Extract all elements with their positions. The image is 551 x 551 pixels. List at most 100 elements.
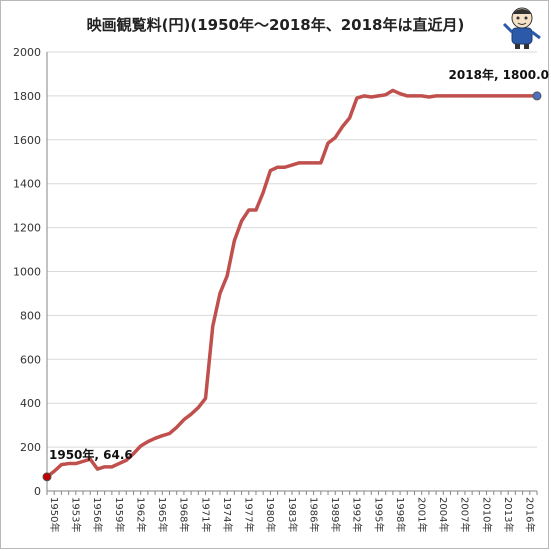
x-tick-label: 1953年 — [70, 497, 83, 532]
data-point — [283, 166, 286, 169]
data-point — [60, 463, 63, 466]
x-tick-label: 1980年 — [264, 497, 277, 532]
x-tick-label: 1989年 — [329, 497, 342, 532]
annotation-label: 1950年, 64.6 — [49, 447, 133, 462]
series-layer — [45, 88, 539, 479]
y-tick-label: 1600 — [13, 134, 41, 147]
data-point — [211, 325, 214, 328]
annotation-label: 2018年, 1800.0 — [449, 67, 549, 82]
data-point — [189, 412, 193, 416]
data-point — [117, 462, 121, 465]
data-point — [103, 465, 106, 469]
y-tick-label: 1400 — [13, 178, 41, 191]
data-point — [506, 94, 510, 98]
y-tick-label: 1800 — [13, 90, 41, 103]
data-point — [514, 94, 517, 98]
data-point — [463, 94, 467, 98]
data-point — [132, 452, 135, 455]
data-point — [197, 406, 200, 409]
x-tick-label: 1974年 — [221, 497, 234, 532]
y-axis-tick-labels: 0 200 400 600 800 1000 1200 1400 1600 1800 2000 — [13, 46, 41, 498]
y-tick-label: 2000 — [13, 46, 41, 59]
annotation-marker — [42, 472, 52, 482]
data-point — [254, 208, 258, 212]
data-point — [485, 94, 488, 98]
y-tick-label: 1200 — [13, 222, 41, 235]
data-point — [420, 94, 423, 98]
data-point — [225, 274, 229, 278]
data-point — [406, 94, 409, 98]
x-tick-label: 1998年 — [394, 497, 407, 532]
data-point — [233, 239, 236, 242]
data-point — [521, 94, 524, 98]
data-point — [449, 94, 452, 98]
x-tick-label: 2001年 — [416, 497, 429, 532]
data-point — [362, 94, 366, 98]
data-point — [470, 94, 474, 98]
data-point — [175, 426, 178, 429]
data-point — [261, 191, 265, 194]
axes — [46, 52, 538, 495]
x-tick-label: 1992年 — [351, 497, 364, 532]
data-point — [146, 440, 150, 443]
data-point — [247, 208, 250, 212]
data-point — [377, 94, 380, 98]
x-tick-label: 2016年 — [524, 497, 537, 532]
data-point — [413, 94, 416, 98]
data-point — [204, 397, 207, 400]
data-point — [456, 94, 459, 98]
x-tick-label: 1983年 — [286, 497, 299, 532]
y-tick-label: 400 — [20, 397, 41, 410]
series-line-0 — [45, 88, 539, 479]
chart-title: 映画観覧料(円)(1950年〜2018年、2018年は直近月) — [86, 16, 465, 34]
data-point — [319, 161, 323, 165]
data-point — [125, 459, 128, 462]
x-tick-label: 1977年 — [243, 497, 256, 532]
y-tick-label: 200 — [20, 441, 41, 454]
x-tick-label: 2007年 — [459, 497, 472, 532]
data-point — [355, 96, 359, 100]
data-point — [391, 89, 395, 92]
data-point — [326, 141, 330, 145]
annotations: 1950年, 64.6 2018年, 1800.0 — [42, 67, 549, 482]
annotation-marker — [532, 91, 542, 101]
mascot-illustration — [502, 7, 541, 49]
data-point — [110, 465, 114, 469]
data-point — [276, 166, 279, 169]
y-tick-label: 800 — [20, 309, 41, 322]
data-point — [384, 93, 387, 97]
data-point — [67, 462, 70, 465]
data-point — [348, 116, 351, 120]
data-point — [499, 94, 503, 98]
x-tick-label: 1959年 — [113, 497, 126, 532]
data-point — [312, 161, 315, 165]
data-point — [74, 462, 78, 465]
data-point — [528, 94, 531, 98]
x-tick-label: 1968年 — [178, 497, 191, 532]
y-tick-label: 600 — [20, 353, 41, 366]
data-point — [492, 94, 495, 98]
x-tick-label: 1995年 — [372, 497, 385, 532]
data-point — [53, 470, 56, 473]
data-point — [442, 94, 445, 98]
data-point — [305, 161, 308, 165]
x-tick-label: 2013年 — [502, 497, 515, 532]
data-point — [434, 94, 438, 98]
data-point — [298, 161, 301, 165]
data-point — [161, 434, 164, 437]
x-tick-label: 1971年 — [199, 497, 212, 532]
data-point — [89, 457, 92, 461]
x-tick-label: 1950年 — [48, 497, 61, 532]
data-point — [182, 418, 186, 421]
data-point — [290, 163, 294, 167]
x-tick-label: 1965年 — [156, 497, 169, 532]
data-point — [96, 467, 99, 471]
grid-lines — [47, 51, 537, 448]
x-tick-label: 1986年 — [307, 497, 320, 532]
data-point — [370, 95, 373, 99]
data-point — [240, 219, 243, 223]
x-tick-label: 2004年 — [437, 497, 450, 532]
data-point — [218, 292, 222, 295]
